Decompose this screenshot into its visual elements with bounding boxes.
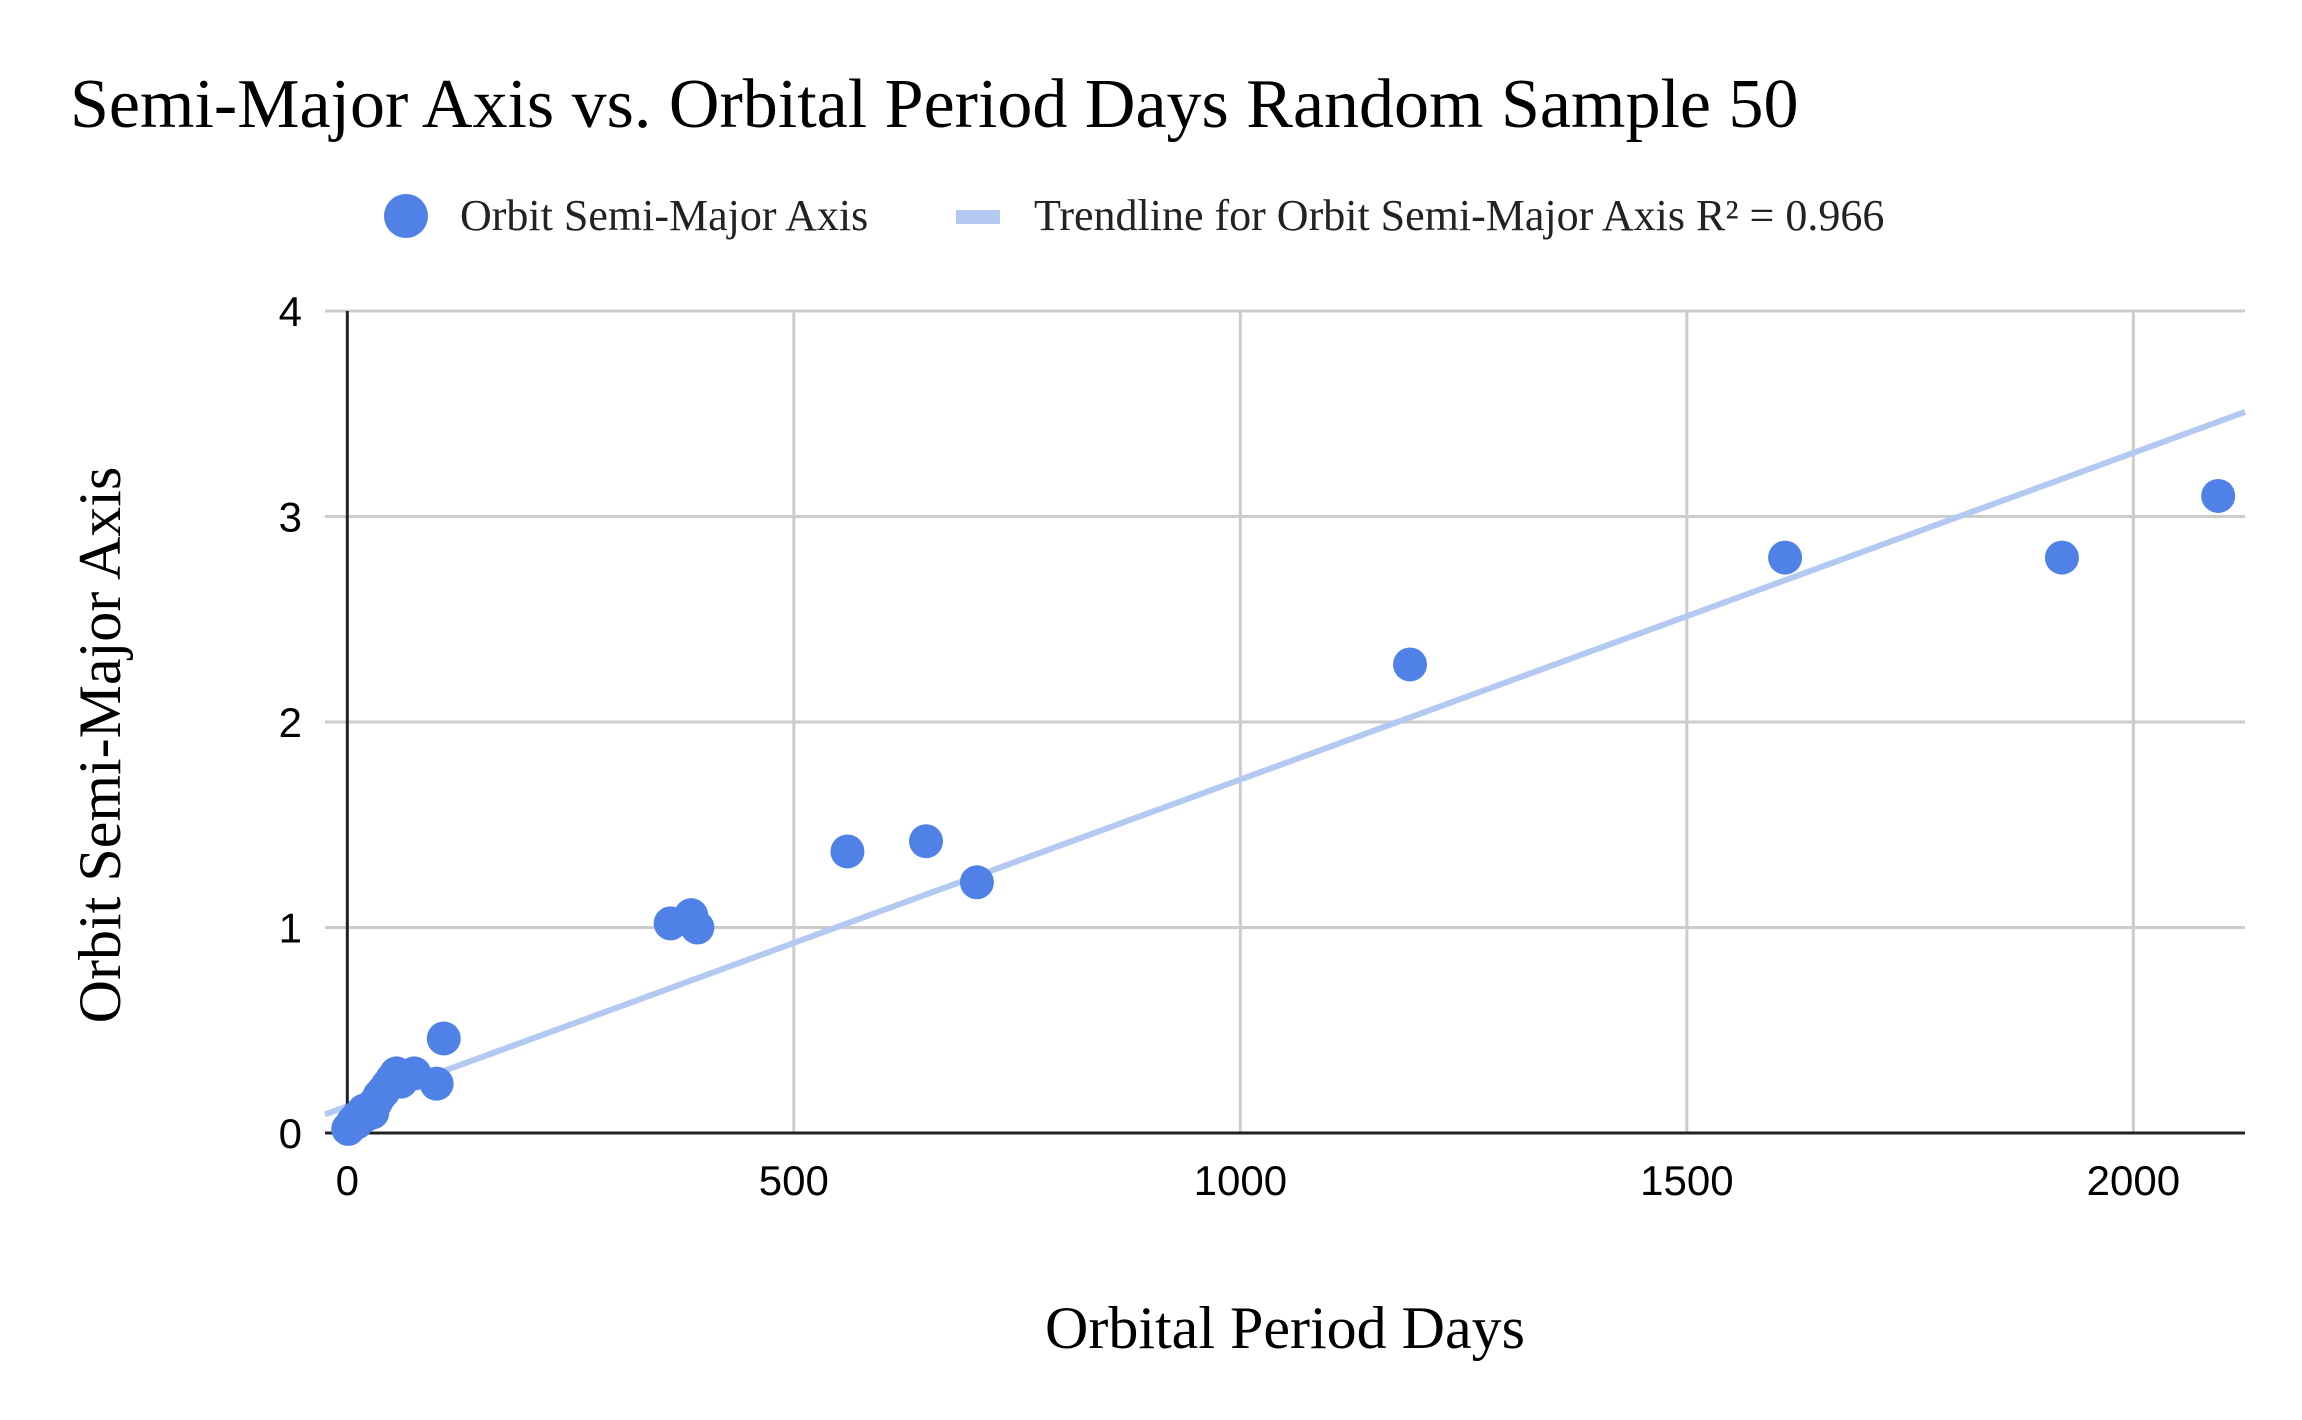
y-axis-title: Orbit Semi-Major Axis bbox=[67, 467, 133, 1024]
trendline bbox=[323, 409, 2247, 1118]
grid bbox=[325, 309, 2245, 1133]
legend-label-scatter: Orbit Semi-Major Axis bbox=[460, 191, 868, 240]
data-point bbox=[1768, 540, 1803, 575]
data-point bbox=[680, 910, 715, 945]
x-tick-label: 2000 bbox=[2087, 1157, 2180, 1204]
data-point bbox=[909, 824, 944, 859]
x-tick-label: 500 bbox=[759, 1157, 829, 1204]
x-tick-label: 1000 bbox=[1194, 1157, 1287, 1204]
data-points bbox=[331, 478, 2236, 1146]
axes bbox=[325, 311, 2245, 1135]
y-tick-label: 2 bbox=[279, 699, 302, 746]
chart-title: Semi-Major Axis vs. Orbital Period Days … bbox=[70, 66, 1798, 143]
x-tick-label: 1500 bbox=[1640, 1157, 1733, 1204]
legend: Orbit Semi-Major Axis Trendline for Orbi… bbox=[384, 191, 1884, 240]
data-point bbox=[830, 834, 865, 869]
x-axis-title: Orbital Period Days bbox=[1045, 1295, 1525, 1361]
x-tick-label: 0 bbox=[336, 1157, 359, 1204]
data-point bbox=[2201, 478, 2236, 513]
y-tick-label: 3 bbox=[279, 494, 302, 541]
y-tick-label: 0 bbox=[279, 1110, 302, 1157]
data-point bbox=[959, 865, 994, 900]
tick-labels: 0 1 2 3 4 0 500 1000 1500 2000 bbox=[279, 288, 2180, 1204]
legend-marker-trendline bbox=[956, 210, 1000, 224]
legend-label-trendline: Trendline for Orbit Semi-Major Axis R² =… bbox=[1034, 191, 1884, 240]
y-tick-label: 1 bbox=[279, 905, 302, 952]
data-point bbox=[419, 1066, 454, 1101]
data-point bbox=[2044, 540, 2079, 575]
y-tick-label: 4 bbox=[279, 288, 302, 335]
data-point bbox=[426, 1021, 461, 1056]
data-point bbox=[1393, 647, 1428, 682]
trendline-layer bbox=[323, 409, 2247, 1118]
legend-marker-scatter bbox=[384, 194, 428, 238]
